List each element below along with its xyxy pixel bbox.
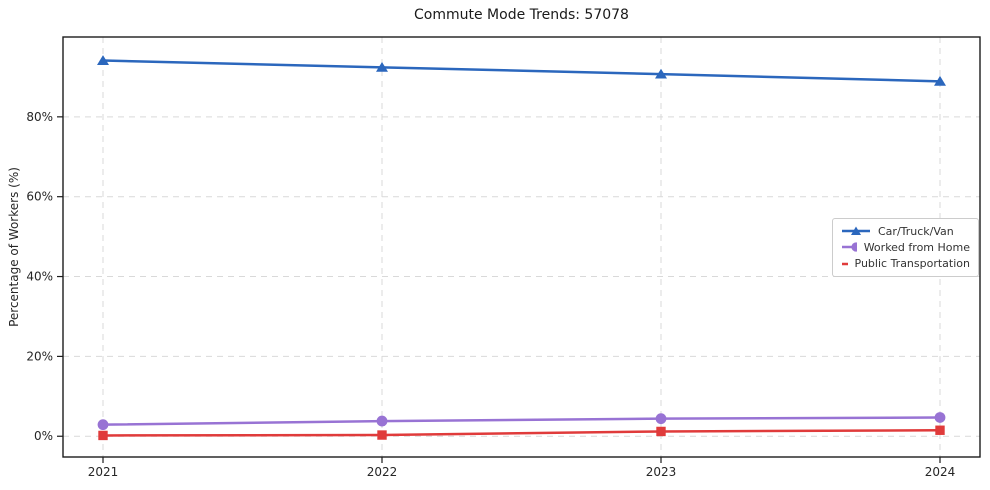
series-line bbox=[101, 416, 942, 426]
legend-entry: Worked from Home bbox=[841, 241, 970, 254]
legend-entry: Public Transportation bbox=[841, 257, 970, 270]
legend-label: Car/Truck/Van bbox=[878, 224, 954, 238]
x-tick-label: 2021 bbox=[88, 465, 119, 479]
data-point-marker bbox=[655, 68, 667, 79]
series-line bbox=[101, 429, 942, 437]
legend-label: Worked from Home bbox=[863, 240, 970, 254]
legend-marker-square-icon bbox=[842, 262, 848, 266]
data-point-marker bbox=[656, 426, 666, 437]
data-point-marker bbox=[376, 415, 388, 427]
data-point-marker bbox=[934, 412, 946, 423]
legend-marker-triangle-icon bbox=[842, 226, 870, 236]
y-tick-label: 20% bbox=[26, 349, 53, 363]
y-tick-label: 40% bbox=[26, 270, 53, 284]
data-point-marker bbox=[97, 419, 109, 431]
data-point-marker bbox=[97, 55, 109, 65]
y-tick-label: 60% bbox=[26, 190, 53, 204]
x-tick-label: 2023 bbox=[646, 465, 677, 479]
legend-entry: Car/Truck/Van bbox=[841, 225, 970, 238]
legend-label: Public Transportation bbox=[854, 257, 970, 271]
plot-border bbox=[62, 36, 981, 458]
data-point-marker bbox=[655, 413, 667, 425]
y-tick-label: 80% bbox=[26, 110, 53, 124]
y-tick-label: 0% bbox=[34, 429, 53, 443]
data-point-marker bbox=[935, 425, 945, 435]
data-point-marker bbox=[934, 75, 946, 86]
legend: Car/Truck/Van Worked from Home Public Tran… bbox=[832, 218, 979, 277]
data-point-marker bbox=[377, 430, 387, 440]
x-tick-label: 2022 bbox=[367, 465, 398, 479]
series-line bbox=[101, 59, 942, 83]
data-point-marker bbox=[98, 430, 108, 441]
legend-marker-circle-icon bbox=[842, 242, 857, 253]
x-tick-label: 2024 bbox=[925, 465, 956, 479]
data-point-marker bbox=[376, 61, 388, 72]
chart-title: Commute Mode Trends: 57078 bbox=[414, 7, 629, 23]
